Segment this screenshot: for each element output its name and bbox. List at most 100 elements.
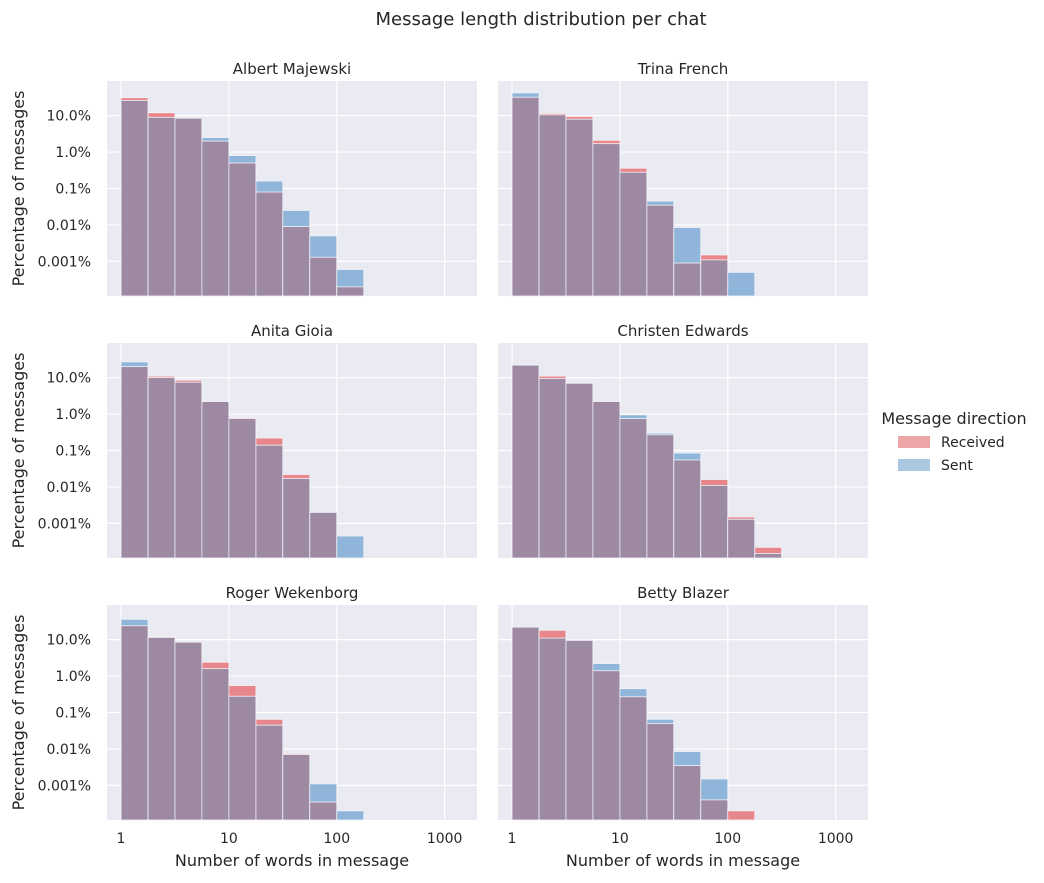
bar-overlap xyxy=(700,259,729,297)
y-axis-label: Percentage of messages xyxy=(9,91,28,287)
bar-overlap xyxy=(619,171,648,297)
y-axis-label: Percentage of messages xyxy=(9,615,28,811)
bar-overlap xyxy=(727,518,756,559)
figure-title: Message length distribution per chat xyxy=(375,9,706,30)
bar-overlap xyxy=(673,765,702,821)
panel-title: Christen Edwards xyxy=(617,322,748,340)
bar-overlap xyxy=(309,256,338,297)
y-tick-label: 1.0% xyxy=(55,145,91,161)
bar-overlap xyxy=(565,640,594,821)
y-tick-label: 0.001% xyxy=(38,516,91,532)
x-tick-label: 1 xyxy=(508,831,517,847)
y-tick-label: 0.1% xyxy=(55,444,91,460)
y-tick-label: 10.0% xyxy=(47,109,91,125)
bar-overlap xyxy=(754,553,783,559)
bar-overlap xyxy=(673,459,702,559)
bar-overlap xyxy=(646,204,675,297)
y-tick-label: 0.001% xyxy=(38,778,91,794)
bar-overlap xyxy=(255,444,284,559)
legend-swatch-sent xyxy=(898,459,930,471)
panel-4: Christen Edwards xyxy=(498,322,868,559)
bar-overlap xyxy=(147,637,176,821)
y-tick-label: 1.0% xyxy=(55,407,91,423)
panel-3: Anita Gioia 10.0% 1.0% 0.1% 0.01% 0.001% Perce… xyxy=(9,322,477,559)
panel-title: Betty Blazer xyxy=(637,584,730,602)
x-tick-label: 10 xyxy=(611,831,629,847)
bar-overlap xyxy=(228,695,257,821)
bar-overlap xyxy=(592,143,621,297)
y-tick-label: 0.01% xyxy=(47,480,91,496)
y-tick-label: 0.01% xyxy=(47,218,91,234)
x-tick-label: 1000 xyxy=(427,831,463,847)
bar-overlap xyxy=(201,401,230,559)
bar-overlap xyxy=(700,485,729,559)
bar-received xyxy=(727,810,756,821)
bar-overlap xyxy=(228,162,257,297)
bar-sent xyxy=(727,271,756,297)
bar-overlap xyxy=(592,670,621,821)
legend-title: Message direction xyxy=(881,409,1026,428)
panel-title: Anita Gioia xyxy=(251,322,333,340)
bar-overlap xyxy=(147,116,176,297)
bar-overlap xyxy=(120,366,149,559)
y-tick-label: 0.1% xyxy=(55,182,91,198)
x-tick-label: 100 xyxy=(323,831,350,847)
bar-overlap xyxy=(201,140,230,297)
x-tick-label: 1 xyxy=(117,831,126,847)
panel-1: Albert Majewski 10.0% 1.0% 0.1% 0.01% 0.001% P… xyxy=(9,60,477,297)
panel-2: Trina French xyxy=(498,60,868,297)
y-tick-label: 10.0% xyxy=(47,633,91,649)
bar-overlap xyxy=(538,378,567,559)
panel-title: Roger Wekenborg xyxy=(226,584,359,602)
bar-overlap xyxy=(336,286,365,297)
bar-overlap xyxy=(700,799,729,821)
legend-label-received: Received xyxy=(941,435,1005,451)
bar-overlap xyxy=(592,401,621,559)
bar-sent xyxy=(336,810,365,821)
bar-overlap xyxy=(565,382,594,559)
bar-overlap xyxy=(619,418,648,559)
bar-overlap xyxy=(511,96,540,297)
legend-label-sent: Sent xyxy=(941,458,973,474)
bar-overlap xyxy=(120,100,149,297)
y-axis-label: Percentage of messages xyxy=(9,353,28,549)
x-tick-label: 100 xyxy=(714,831,741,847)
bar-overlap xyxy=(511,626,540,821)
bar-overlap xyxy=(511,364,540,559)
y-tick-label: 10.0% xyxy=(47,371,91,387)
bar-overlap xyxy=(282,754,311,821)
bar-overlap xyxy=(174,641,203,821)
bar-overlap xyxy=(619,696,648,821)
panel-title: Albert Majewski xyxy=(233,60,351,78)
x-tick-label: 10 xyxy=(220,831,238,847)
bar-overlap xyxy=(282,478,311,559)
bar-overlap xyxy=(565,118,594,297)
x-tick-label: 1000 xyxy=(818,831,854,847)
panel-title: Trina French xyxy=(637,60,729,78)
x-axis-label: Number of words in message xyxy=(175,851,409,870)
y-tick-label: 0.01% xyxy=(47,742,91,758)
y-tick-label: 0.1% xyxy=(55,706,91,722)
bar-overlap xyxy=(255,724,284,821)
bar-overlap xyxy=(646,723,675,821)
legend-swatch-received xyxy=(898,436,930,448)
bar-overlap xyxy=(282,226,311,297)
bar-overlap xyxy=(201,668,230,821)
bar-overlap xyxy=(255,191,284,297)
y-tick-label: 0.001% xyxy=(38,254,91,270)
bar-overlap xyxy=(309,512,338,559)
panel-5: Roger Wekenborg 10.0% 1.0% 0.1% 0.01% 0.001% P… xyxy=(9,584,477,870)
bar-overlap xyxy=(673,262,702,297)
panel-6: Betty Blazer 1 10 100 1000 Number of words in… xyxy=(498,584,868,870)
panels: Albert Majewski 10.0% 1.0% 0.1% 0.01% 0.001% P… xyxy=(9,60,868,870)
bar-overlap xyxy=(228,418,257,559)
bar-overlap xyxy=(174,117,203,297)
legend: Message direction Received Sent xyxy=(881,409,1026,474)
bar-overlap xyxy=(538,637,567,821)
x-axis-label: Number of words in message xyxy=(566,851,800,870)
bar-overlap xyxy=(309,801,338,821)
y-tick-label: 1.0% xyxy=(55,669,91,685)
bar-overlap xyxy=(538,114,567,297)
bar-sent xyxy=(336,535,365,559)
